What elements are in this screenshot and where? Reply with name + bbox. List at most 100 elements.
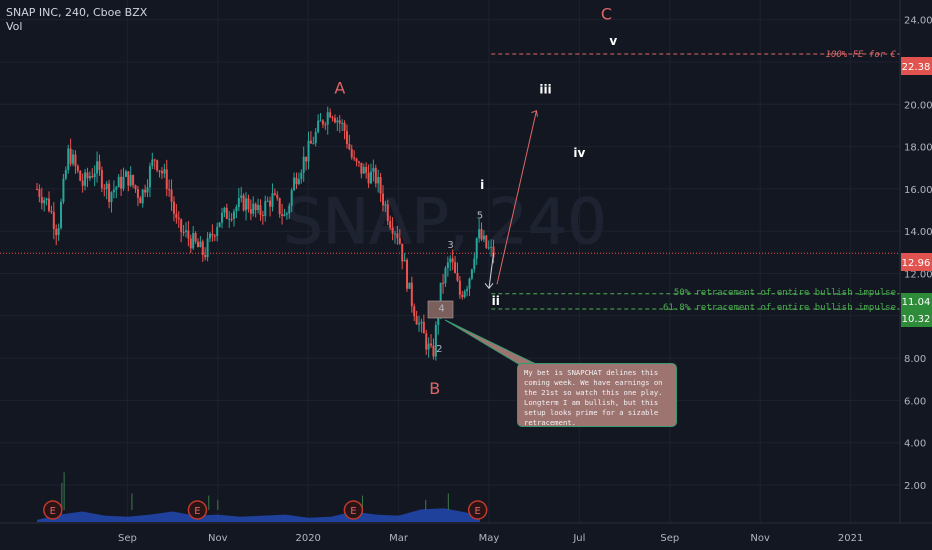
- candle-body: [122, 176, 125, 189]
- candle-body: [206, 238, 209, 258]
- candle-body: [184, 230, 187, 232]
- candle-body: [52, 212, 55, 230]
- candle-body: [406, 259, 409, 289]
- candle-body: [394, 233, 397, 235]
- earnings-marker: [343, 500, 364, 520]
- candle-body: [201, 241, 204, 255]
- candle-body: [408, 282, 411, 289]
- candle-body: [165, 169, 168, 190]
- candle-body: [365, 167, 368, 173]
- candle-body: [305, 156, 308, 162]
- candle-body: [384, 204, 387, 206]
- candle-body: [235, 207, 238, 212]
- candle-body: [374, 167, 377, 184]
- candle-body: [252, 203, 255, 214]
- candle-body: [257, 205, 260, 211]
- candle-body: [439, 282, 442, 316]
- candle-body: [468, 278, 471, 289]
- candle-body: [350, 149, 353, 158]
- wave-label: 5: [477, 211, 483, 222]
- y-tick-label: 8.00: [904, 354, 926, 365]
- candle-body: [295, 177, 298, 185]
- candle-body: [132, 175, 135, 186]
- candle-body: [478, 229, 481, 239]
- badge-target-bg: [901, 57, 932, 75]
- arrow-head-up: [531, 109, 538, 117]
- candle-body: [93, 173, 96, 178]
- candle-body: [223, 207, 226, 213]
- candle-body: [247, 198, 250, 210]
- candle-body: [81, 180, 84, 186]
- candle-body: [456, 273, 459, 281]
- candle-body: [192, 233, 195, 249]
- candle-body: [43, 200, 46, 204]
- candle-body: [290, 190, 293, 206]
- fib50-label: 50% retracement of entire bullish impuls…: [674, 288, 896, 298]
- candle-body: [329, 112, 332, 118]
- candle-body: [172, 201, 175, 214]
- candle-body: [237, 198, 240, 208]
- candle-body: [293, 177, 296, 191]
- candle-body: [285, 213, 288, 215]
- badge-target: 22.38: [902, 62, 931, 73]
- candle-body: [129, 175, 132, 186]
- candle-body: [449, 258, 452, 263]
- candle-body: [242, 195, 245, 211]
- wave-ii-box: [427, 300, 454, 319]
- candle-body: [413, 306, 416, 317]
- earnings-marker-label: E: [194, 506, 200, 517]
- candle-body: [55, 229, 58, 236]
- callout-note[interactable]: My bet is SNAPCHAT delines this coming w…: [517, 363, 677, 427]
- candle-body: [470, 269, 473, 279]
- candle-body: [389, 221, 392, 228]
- candle-body: [105, 183, 108, 190]
- candle-body: [432, 345, 435, 357]
- earnings-marker: [187, 500, 208, 520]
- candle-body: [79, 170, 82, 181]
- volume-area: [37, 508, 480, 522]
- candle-body: [117, 176, 120, 188]
- candle-body: [369, 171, 372, 184]
- volume-indicator-label[interactable]: Vol: [6, 20, 23, 33]
- y-tick-label: 6.00: [904, 396, 926, 407]
- candle-body: [180, 219, 183, 232]
- candle-body: [216, 226, 219, 237]
- arrow-head-down: [484, 282, 494, 290]
- candle-body: [48, 198, 51, 211]
- candle-body: [341, 122, 344, 124]
- candle-body: [446, 262, 449, 269]
- candles-layer: [36, 106, 495, 361]
- candle-body: [297, 179, 300, 185]
- candle-body: [103, 188, 106, 190]
- candle-body: [427, 343, 430, 350]
- candle-body: [240, 195, 243, 199]
- candle-body: [225, 207, 228, 219]
- candle-body: [249, 209, 252, 214]
- candle-body: [271, 193, 274, 207]
- candle-body: [40, 196, 43, 204]
- candle-body: [100, 169, 103, 189]
- candle-body: [139, 197, 142, 204]
- candle-body: [391, 227, 394, 234]
- earnings-marker-label: E: [475, 506, 481, 517]
- candle-body: [372, 167, 375, 172]
- candle-body: [300, 172, 303, 180]
- candle-body: [338, 120, 341, 124]
- candle-body: [158, 170, 161, 172]
- fib618-label: 61.8% retracement of entire bullish impu…: [663, 303, 896, 313]
- candle-body: [288, 205, 291, 214]
- y-tick-label: 24.00: [904, 16, 932, 27]
- symbol-title[interactable]: SNAP INC, 240, Cboe BZX: [6, 6, 148, 19]
- badge-fib50: 11.04: [902, 297, 931, 308]
- candle-body: [353, 157, 356, 159]
- candle-body: [360, 162, 363, 174]
- candle-body: [160, 171, 163, 174]
- earnings-marker: [467, 500, 488, 520]
- candle-body: [377, 177, 380, 184]
- candle-body: [194, 233, 197, 242]
- candle-body: [91, 176, 94, 178]
